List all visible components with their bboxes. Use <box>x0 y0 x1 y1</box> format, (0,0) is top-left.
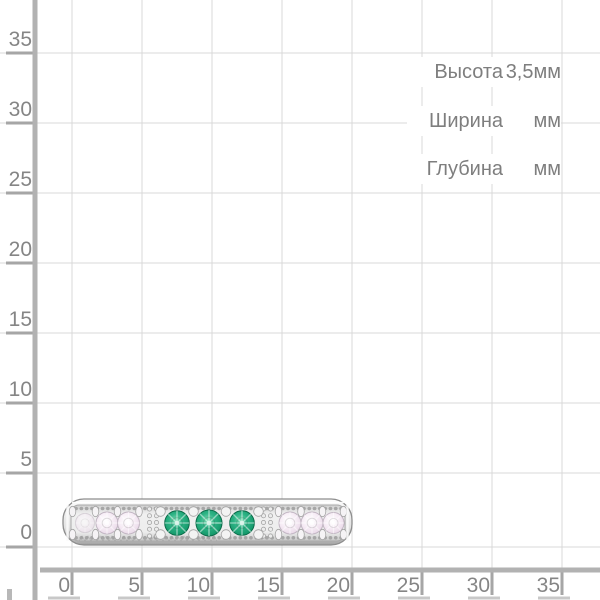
x-axis-label: 15 <box>256 574 280 597</box>
ring-image <box>62 498 353 546</box>
dimension-label: Ширина <box>429 110 503 132</box>
dimension-row-height: Высота 3,5мм <box>407 57 561 87</box>
dimension-value: 3,5мм <box>505 61 561 83</box>
x-axis-label: 20 <box>326 574 350 597</box>
y-axis-label: 30 <box>8 98 32 121</box>
y-axis-label: 20 <box>8 238 32 261</box>
dimension-label: Глубина <box>426 158 503 180</box>
bottom-edge-fragments <box>7 589 570 600</box>
millimeter-grid <box>0 0 600 570</box>
dimension-value: мм <box>533 158 562 180</box>
x-axis-label: 35 <box>536 574 560 597</box>
y-axis-label: 10 <box>8 378 32 401</box>
x-axis-label: 30 <box>466 574 490 597</box>
y-axis-label: 0 <box>20 521 32 544</box>
y-axis-label: 35 <box>8 28 32 51</box>
clear-stones <box>75 511 345 535</box>
dimension-row-depth: Глубина мм <box>407 154 561 184</box>
x-axis-label: 10 <box>186 574 210 597</box>
x-axis-label: 5 <box>128 574 140 597</box>
dimension-row-width: Ширина мм <box>407 106 561 136</box>
y-axis-ticks <box>6 51 37 549</box>
emerald-stones <box>164 509 255 537</box>
axis-lines <box>32 0 600 600</box>
x-axis-label: 25 <box>396 574 420 597</box>
y-axis-label: 15 <box>8 308 32 331</box>
y-axis-label: 25 <box>8 168 32 191</box>
x-axis-ticks <box>70 571 564 595</box>
dimension-value: мм <box>533 110 562 132</box>
dimension-label: Высота <box>434 61 503 83</box>
y-axis-label: 5 <box>20 448 32 471</box>
x-axis-label: 0 <box>58 574 70 597</box>
